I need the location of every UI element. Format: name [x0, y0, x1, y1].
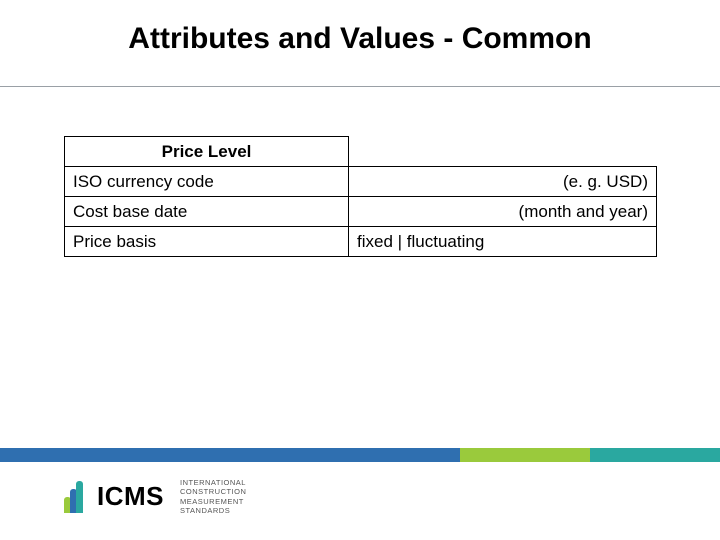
footer-bar-blue [0, 448, 460, 462]
slide-title: Attributes and Values - Common [0, 0, 720, 56]
logo-tagline-line: STANDARDS [180, 506, 246, 515]
logo-tagline-line: MEASUREMENT [180, 497, 246, 506]
table-row: Price basis fixed | fluctuating [65, 227, 657, 257]
attr-cell: Cost base date [65, 197, 349, 227]
table-row: ISO currency code (e. g. USD) [65, 167, 657, 197]
footer-bar-teal [590, 448, 720, 462]
logo-wordmark: ICMS [97, 481, 164, 512]
icms-logo: ICMS INTERNATIONAL CONSTRUCTION MEASUREM… [64, 478, 246, 516]
logo-bar-teal-icon [76, 481, 83, 513]
table-header-row: Price Level [65, 137, 657, 167]
footer-color-bars [0, 448, 720, 462]
logo-tagline-line: CONSTRUCTION [180, 487, 246, 496]
value-cell: fixed | fluctuating [349, 227, 657, 257]
value-cell: (month and year) [349, 197, 657, 227]
logo-mark-icon [64, 481, 83, 513]
table-row: Cost base date (month and year) [65, 197, 657, 227]
title-divider [0, 86, 720, 87]
value-cell: (e. g. USD) [349, 167, 657, 197]
table-header: Price Level [65, 137, 349, 167]
footer-bar-green [460, 448, 590, 462]
table-header-empty [349, 137, 657, 167]
logo-tagline: INTERNATIONAL CONSTRUCTION MEASUREMENT S… [180, 478, 246, 516]
logo-tagline-line: INTERNATIONAL [180, 478, 246, 487]
attr-cell: ISO currency code [65, 167, 349, 197]
attr-cell: Price basis [65, 227, 349, 257]
price-level-table: Price Level ISO currency code (e. g. USD… [64, 136, 657, 257]
attributes-table: Price Level ISO currency code (e. g. USD… [64, 136, 656, 257]
slide: Attributes and Values - Common Price Lev… [0, 0, 720, 540]
